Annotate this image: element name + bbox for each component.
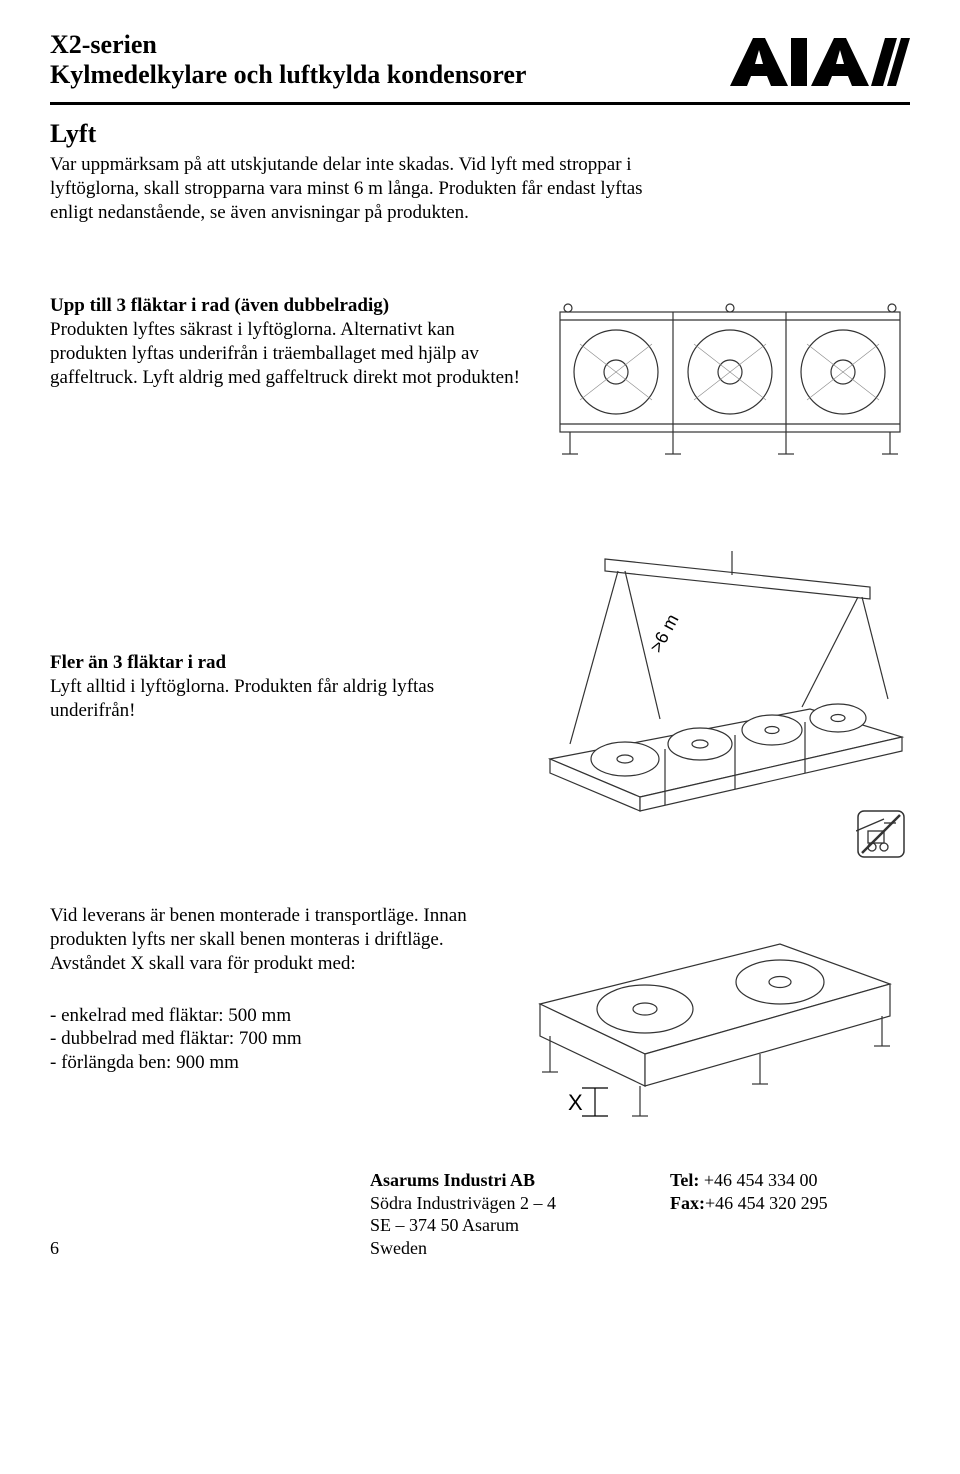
page-header: X2-serien Kylmedelkylare och luftkylda k… <box>50 30 910 105</box>
footer-address: Asarums Industri AB Södra Industrivägen … <box>90 1169 670 1259</box>
block3-para: Vid leverans är benen monterade i transp… <box>50 904 510 975</box>
bullet-1: - enkelrad med fläktar: 500 mm <box>50 1004 510 1028</box>
section-title-lyft: Lyft <box>50 119 910 149</box>
block1-text: Upp till 3 fläktar i rad (även dubbelrad… <box>50 294 520 389</box>
tel-value: +46 454 334 00 <box>699 1170 817 1190</box>
block3-bullets: - enkelrad med fläktar: 500 mm - dubbelr… <box>50 1004 510 1075</box>
addr-line-3: Sweden <box>370 1237 670 1260</box>
fax-value: +46 454 320 295 <box>705 1193 828 1213</box>
bullet-3: - förlängda ben: 900 mm <box>50 1051 510 1075</box>
block1-body: Produkten lyftes säkrast i lyftöglorna. … <box>50 318 520 389</box>
block1-heading: Upp till 3 fläktar i rad (även dubbelrad… <box>50 294 520 318</box>
block-up-to-3-fans: Upp till 3 fläktar i rad (även dubbelrad… <box>50 294 910 469</box>
addr-line-1: Södra Industrivägen 2 – 4 <box>370 1192 670 1215</box>
illustration-3-fans-vertical <box>550 294 910 469</box>
illustration-4-fans-lifting: >6 m <box>510 549 910 824</box>
page-footer: 6 Asarums Industri AB Södra Industriväge… <box>50 1169 910 1259</box>
block2-heading: Fler än 3 fläktar i rad <box>50 651 510 675</box>
no-forklift-icon <box>856 809 906 864</box>
illustration-legs-x-distance: X <box>510 904 910 1129</box>
title-line-2: Kylmedelkylare och luftkylda kondensorer <box>50 60 526 90</box>
title-line-1: X2-serien <box>50 30 526 60</box>
block-legs-transport: Vid leverans är benen monterade i transp… <box>50 904 910 1129</box>
x-dimension-label: X <box>568 1090 583 1115</box>
footer-contact: Tel: +46 454 334 00 Fax:+46 454 320 295 <box>670 1169 910 1259</box>
header-titles: X2-serien Kylmedelkylare och luftkylda k… <box>50 30 526 90</box>
tel-label: Tel: <box>670 1170 699 1190</box>
block2-body: Lyft alltid i lyftöglorna. Produkten får… <box>50 675 510 723</box>
page-number: 6 <box>50 1237 90 1260</box>
addr-line-2: SE – 374 50 Asarum <box>370 1214 670 1237</box>
strap-length-label: >6 m <box>646 611 683 656</box>
company-name: Asarums Industri AB <box>370 1170 535 1190</box>
block-more-than-3-fans: Fler än 3 fläktar i rad Lyft alltid i ly… <box>50 549 910 824</box>
bullet-2: - dubbelrad med fläktar: 700 mm <box>50 1027 510 1051</box>
fax-label: Fax: <box>670 1193 705 1213</box>
intro-paragraph: Var uppmärksam på att utskjutande delar … <box>50 153 690 224</box>
company-logo <box>725 36 910 96</box>
block2-text: Fler än 3 fläktar i rad Lyft alltid i ly… <box>50 651 510 722</box>
block3-text: Vid leverans är benen monterade i transp… <box>50 904 510 1075</box>
